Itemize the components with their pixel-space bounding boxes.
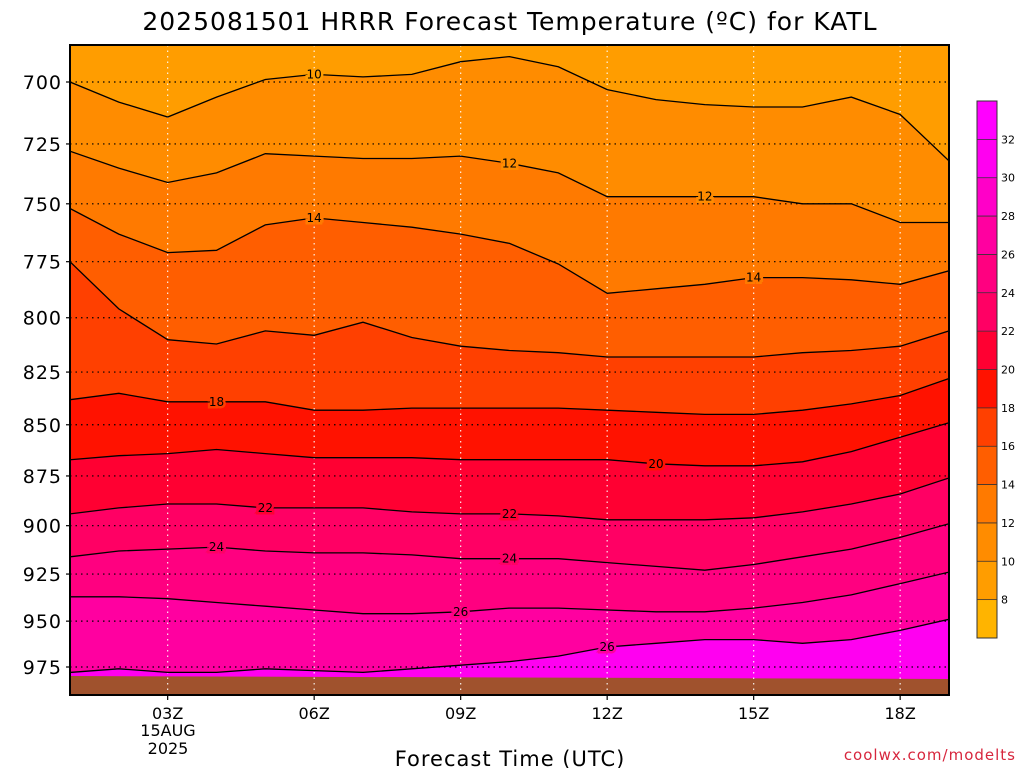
x-tick-label: 09Z bbox=[445, 704, 476, 723]
y-tick-label: 925 bbox=[23, 564, 62, 586]
x-tick-label: 15Z bbox=[738, 704, 769, 723]
contour-line-26 bbox=[70, 571, 949, 615]
contour-line-20 bbox=[70, 422, 949, 467]
credit-text: coolwx.com/modelts bbox=[844, 746, 1016, 764]
y-tick-label: 875 bbox=[23, 466, 62, 488]
colorbar-segment bbox=[977, 254, 997, 294]
colorbar-label: 14 bbox=[1001, 479, 1015, 492]
colorbar-segment bbox=[977, 407, 997, 447]
x-tick-label: 18Z bbox=[885, 704, 916, 723]
x-axis: 03Z 06Z 09Z 12Z 15Z 18Z bbox=[152, 695, 916, 723]
x-date-year: 2025 bbox=[148, 739, 189, 758]
contour-line-16 bbox=[70, 261, 949, 358]
y-tick-label: 850 bbox=[23, 415, 62, 437]
y-tick-label: 725 bbox=[23, 134, 62, 156]
contour-line-24 bbox=[70, 523, 949, 571]
contour-labels: 10 12 12 14 14 18 20 22 22 24 24 26 26 bbox=[206, 65, 763, 657]
colorbar-label: 16 bbox=[1001, 440, 1015, 453]
colorbar-label: 10 bbox=[1001, 555, 1015, 568]
y-tick-label: 825 bbox=[23, 362, 62, 384]
colorbar-segment bbox=[977, 139, 997, 179]
colorbar-label: 20 bbox=[1001, 364, 1015, 377]
y-tick-label: 775 bbox=[23, 252, 62, 274]
colorbar-label: 26 bbox=[1001, 248, 1015, 261]
plot-frame bbox=[69, 44, 950, 696]
colorbar-label: 18 bbox=[1001, 402, 1015, 415]
y-tick-label: 750 bbox=[23, 194, 62, 216]
colorbar-segment bbox=[977, 484, 997, 524]
contour-line-26 bbox=[70, 618, 949, 674]
colorbar-segment bbox=[977, 369, 997, 409]
contour-label: 10 bbox=[307, 67, 322, 81]
contour-label: 12 bbox=[502, 156, 517, 170]
colorbar-segment bbox=[977, 331, 997, 370]
y-axis: 700 725 750 775 800 825 850 875 900 925 950 975 bbox=[23, 72, 70, 679]
colorbar-label: 24 bbox=[1001, 287, 1015, 300]
colorbar-label: 28 bbox=[1001, 210, 1015, 223]
chart-title: 2025081501 HRRR Forecast Temperature (ºC… bbox=[142, 7, 877, 36]
contour-label: 22 bbox=[502, 507, 517, 521]
contour-line-14 bbox=[70, 207, 949, 294]
y-tick-label: 975 bbox=[23, 657, 62, 679]
contour-line-10 bbox=[70, 55, 949, 162]
contour-label: 26 bbox=[453, 605, 468, 619]
colorbar-segment bbox=[977, 561, 997, 601]
y-tick-label: 950 bbox=[23, 611, 62, 633]
contour-label: 20 bbox=[648, 457, 663, 471]
colorbar-label: 30 bbox=[1001, 172, 1015, 185]
colorbar-segment bbox=[977, 216, 997, 255]
contour-fill-bands bbox=[70, 45, 949, 695]
contour-label: 24 bbox=[502, 552, 517, 566]
contour-line-22 bbox=[70, 477, 949, 521]
colorbar-segment bbox=[977, 177, 997, 217]
contour-lines bbox=[70, 55, 949, 674]
grid-lines bbox=[70, 45, 949, 695]
colorbar-label: 8 bbox=[1001, 594, 1008, 607]
contour-label: 22 bbox=[258, 501, 273, 515]
y-tick-label: 700 bbox=[23, 72, 62, 94]
colorbar-segment bbox=[977, 446, 997, 486]
ground-fill bbox=[70, 676, 949, 695]
colorbar-segment bbox=[977, 292, 997, 332]
x-tick-label: 03Z bbox=[152, 704, 183, 723]
y-tick-label: 900 bbox=[23, 516, 62, 538]
colorbar-segment bbox=[977, 599, 997, 639]
contour-line-18 bbox=[70, 377, 949, 416]
colorbar-segment bbox=[977, 522, 997, 562]
contour-label: 12 bbox=[697, 190, 712, 204]
contour-label: 18 bbox=[209, 395, 224, 409]
colorbar: 8 10 12 14 16 18 20 22 24 26 28 30 32 bbox=[976, 100, 1015, 639]
x-axis-label: Forecast Time (UTC) bbox=[395, 747, 626, 768]
contour-label: 24 bbox=[209, 540, 224, 554]
ground-band bbox=[70, 676, 949, 695]
contour-label: 14 bbox=[746, 271, 761, 285]
colorbar-segment bbox=[977, 101, 997, 140]
y-tick-label: 800 bbox=[23, 308, 62, 330]
colorbar-label: 22 bbox=[1001, 325, 1015, 338]
contour-label: 14 bbox=[307, 211, 322, 225]
contour-label: 26 bbox=[600, 640, 615, 654]
x-tick-label: 06Z bbox=[299, 704, 330, 723]
contour-line-12 bbox=[70, 150, 949, 224]
colorbar-label: 32 bbox=[1001, 133, 1015, 146]
x-tick-label: 12Z bbox=[592, 704, 623, 723]
fill-band bbox=[70, 619, 949, 695]
colorbar-label: 12 bbox=[1001, 517, 1015, 530]
x-date-day: 15AUG bbox=[140, 721, 195, 740]
